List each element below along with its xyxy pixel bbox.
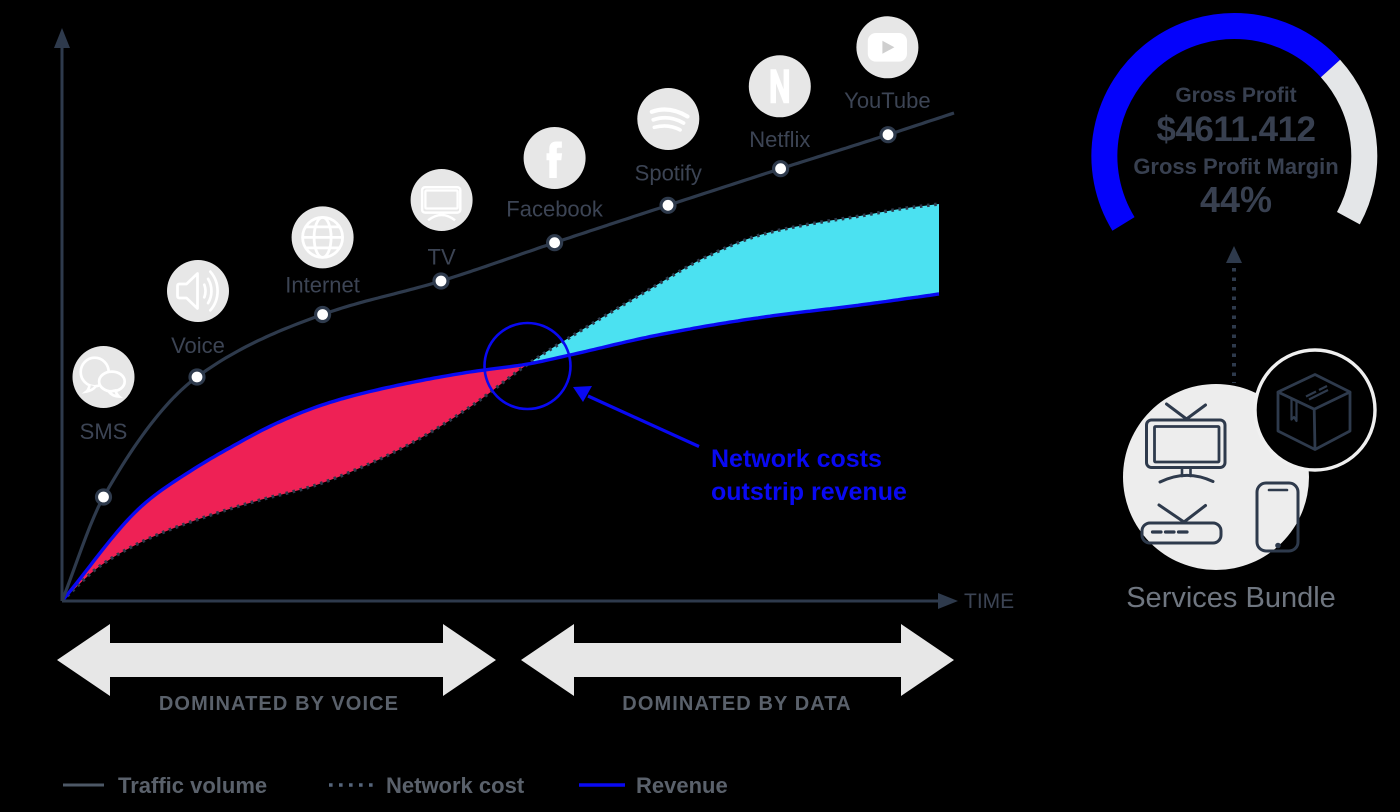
svg-text:Network costs: Network costs <box>711 445 882 473</box>
svg-text:Voice: Voice <box>171 333 225 358</box>
svg-text:44%: 44% <box>1200 179 1272 220</box>
svg-text:DOMINATED BY DATA: DOMINATED BY DATA <box>622 693 851 715</box>
svg-text:Gross Profit: Gross Profit <box>1175 84 1296 107</box>
svg-text:TV: TV <box>428 245 456 270</box>
svg-text:Internet: Internet <box>285 273 360 298</box>
svg-text:Netflix: Netflix <box>749 127 810 152</box>
svg-text:TIME: TIME <box>964 590 1014 613</box>
svg-text:$4611.412: $4611.412 <box>1156 110 1315 149</box>
svg-text:SMS: SMS <box>80 419 128 444</box>
svg-text:Gross Profit Margin: Gross Profit Margin <box>1133 154 1338 179</box>
svg-text:Spotify: Spotify <box>635 161 702 186</box>
svg-text:Revenue: Revenue <box>636 773 728 798</box>
svg-text:Facebook: Facebook <box>506 197 604 222</box>
svg-text:outstrip revenue: outstrip revenue <box>711 478 907 506</box>
svg-text:DOMINATED BY VOICE: DOMINATED BY VOICE <box>159 693 399 715</box>
svg-text:Traffic volume: Traffic volume <box>118 773 267 798</box>
svg-text:Services Bundle: Services Bundle <box>1126 582 1336 614</box>
svg-text:Network cost: Network cost <box>386 773 525 798</box>
svg-text:YouTube: YouTube <box>844 88 930 113</box>
